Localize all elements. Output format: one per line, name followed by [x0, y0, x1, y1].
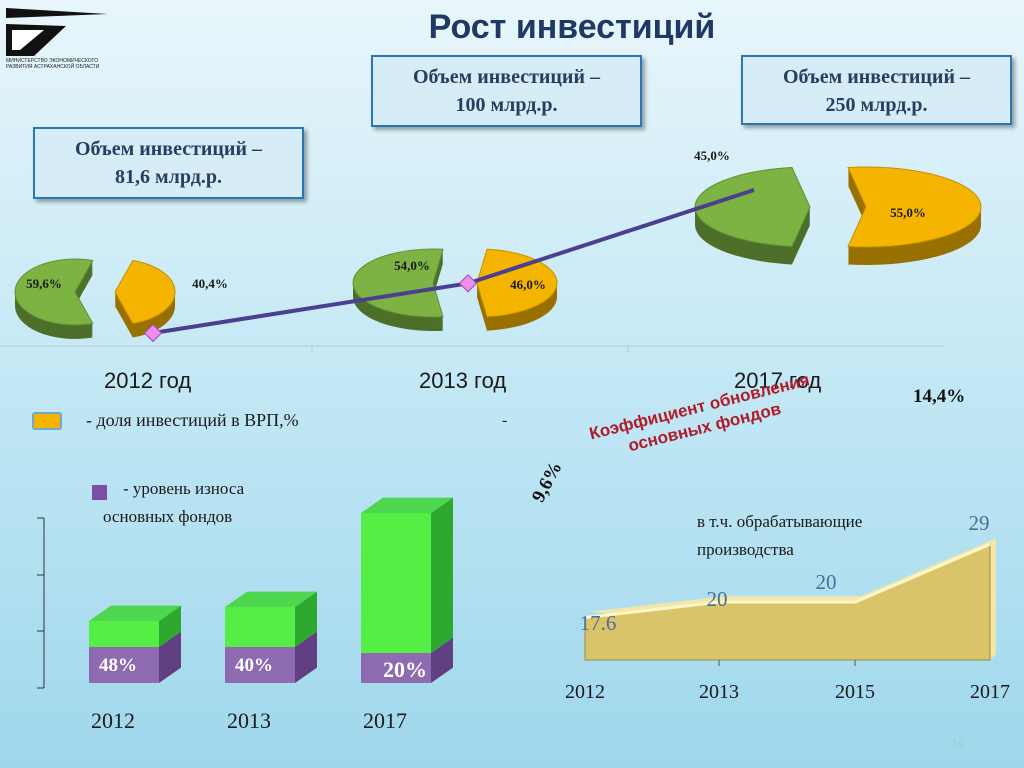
pie-slice-label: 55,0%: [890, 205, 926, 220]
pie-slice-label: 54,0%: [394, 258, 430, 273]
pie-slice: [352, 248, 444, 318]
pie-slice-label: 59,6%: [26, 276, 62, 291]
bar-value-label: 48%: [99, 655, 137, 676]
area-category-label: 2012: [565, 681, 605, 703]
year-label-2017: 2017 год: [734, 368, 822, 393]
area-value-label: 20: [707, 587, 728, 611]
bar-segment: [361, 513, 431, 653]
page-number: 14: [951, 736, 965, 750]
year-label-2013: 2013 год: [419, 368, 507, 393]
callout-2013-line1: Объем инвестиций –: [413, 66, 600, 88]
pie-2017-год: [694, 166, 982, 265]
investment-line: [152, 188, 755, 335]
bar-side: [159, 631, 181, 683]
bar-top: [361, 497, 453, 513]
legend-vrp-swatch: [32, 412, 62, 430]
investment-marker: [458, 274, 478, 293]
renewal-value-2017: 14,4%: [913, 386, 966, 407]
logo-icon: [6, 8, 108, 56]
legend-wear-label-1: - уровень износа: [123, 479, 245, 498]
pie-slice-label: 46,0%: [510, 277, 546, 292]
bar-category-label: 2017: [363, 708, 407, 733]
bar-top: [225, 591, 317, 607]
bar-side: [431, 637, 453, 683]
pie-slice: [476, 248, 558, 318]
bar-segment-wear: [361, 653, 431, 683]
callout-2013: Объем инвестиций – 100 млрд.р.: [371, 55, 642, 127]
pie-slice: [114, 259, 176, 325]
area-value-label: 29: [969, 511, 990, 535]
bar-segment-wear: [89, 647, 159, 683]
legend-vrp-label: - доля инвестиций в ВРП,%: [86, 410, 299, 430]
area-value-label: 20: [816, 570, 837, 594]
investment-marker: [143, 323, 163, 343]
callout-2012-line1: Объем инвестиций –: [75, 138, 262, 160]
pie-slice-label: 45,0%: [694, 148, 730, 163]
pie-slice-label: 40,4%: [192, 276, 228, 291]
bar-value-label: 20%: [383, 657, 427, 682]
area-category-label: 2015: [835, 681, 875, 703]
bar-value-label: 40%: [235, 655, 273, 676]
vrp-pie-chart: 59,6% 40,4% 54,0% 46,0% 45,0% 55,0%: [0, 148, 982, 352]
logo: [4, 4, 114, 63]
manufacturing-area-chart: 17.6 2012 20 2013 20 2015 29 2017: [565, 511, 1010, 703]
bar-segment: [89, 621, 159, 647]
callout-2012-line2: 81,6 млрд.р.: [115, 166, 222, 188]
callout-2017-line2: 250 млрд.р.: [825, 94, 928, 116]
callout-2012: Объем инвестиций – 81,6 млрд.р.: [33, 127, 304, 199]
legend-vrp-dash: -: [502, 412, 508, 429]
bar-segment: [225, 607, 295, 647]
legend-wear-swatch: [92, 485, 107, 500]
logo-text: МИНИСТЕРСТВО ЭКОНОМИЧЕСКОГО РАЗВИТИЯ АСТ…: [6, 58, 100, 70]
bar-top: [89, 605, 181, 621]
bar-category-label: 2012: [91, 708, 135, 733]
bar-side: [431, 497, 453, 653]
wear-bar-chart: 48% 2012 40% 2013 20% 2017: [37, 497, 453, 733]
renewal-subtitle-2: производства: [697, 540, 794, 559]
bar-category-label: 2013: [227, 708, 271, 733]
callout-2017: Объем инвестиций – 250 млрд.р.: [741, 55, 1012, 125]
renewal-subtitle-1: в т.ч. обрабатывающие: [697, 512, 863, 531]
year-label-2012: 2012 год: [104, 368, 192, 393]
pie-2012-год: [14, 258, 176, 339]
callout-2013-line2: 100 млрд.р.: [455, 94, 558, 116]
bar-2013: 40% 2013: [225, 591, 317, 733]
callout-2017-line1: Объем инвестиций –: [783, 66, 970, 88]
area-line: [584, 542, 991, 620]
bar-segment-wear: [225, 647, 295, 683]
area-value-label: 17.6: [580, 611, 617, 635]
pie-slice: [847, 166, 982, 248]
pie-slice: [14, 258, 94, 326]
bar-2017: 20% 2017: [361, 497, 453, 733]
bar-2012: 48% 2012: [89, 605, 181, 733]
area-category-label: 2013: [699, 681, 739, 703]
page-title: Рост инвестиций: [428, 8, 716, 46]
pie-slice: [694, 166, 811, 248]
area-category-label: 2017: [970, 681, 1010, 703]
bar-side: [295, 631, 317, 683]
bar-side: [159, 605, 181, 647]
bar-side: [295, 591, 317, 647]
legend-wear-label-2: основных фондов: [103, 507, 233, 526]
